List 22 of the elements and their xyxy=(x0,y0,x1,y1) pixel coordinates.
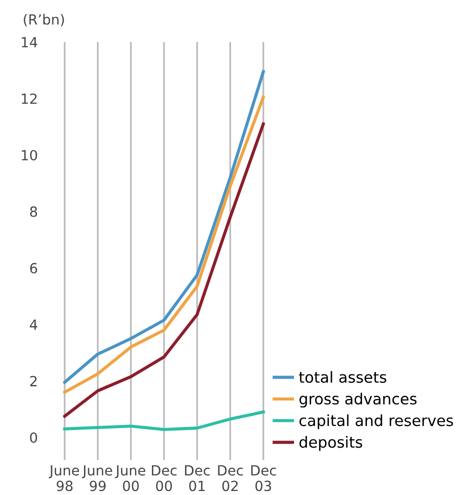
legend-label: capital and reserves xyxy=(299,414,453,430)
line-series xyxy=(63,410,265,432)
y-axis-title: (R’bn) xyxy=(24,14,64,26)
x-tick-label: Dec 00 xyxy=(152,465,177,492)
y-tick-label: 2 xyxy=(30,376,37,386)
x-tick-label: June 99 xyxy=(82,465,112,492)
x-tick-label: Dec 03 xyxy=(251,465,276,492)
legend-label: total assets xyxy=(299,371,386,383)
legend-label: gross advances xyxy=(299,392,417,408)
x-tick-label: Dec 01 xyxy=(185,465,210,492)
line-series xyxy=(63,122,265,418)
x-tick-label: June 00 xyxy=(115,465,146,492)
legend-label: deposits xyxy=(299,436,362,451)
y-tick-label: 10 xyxy=(22,150,38,160)
y-tick-label: 4 xyxy=(30,320,38,330)
y-tick-label: 0 xyxy=(30,432,38,443)
x-tick-label: Dec 02 xyxy=(218,465,243,492)
y-tick-label: 8 xyxy=(30,206,38,217)
y-tick-label: 14 xyxy=(22,37,38,48)
y-tick-label: 6 xyxy=(30,262,38,274)
x-tick-label: June 98 xyxy=(48,465,80,492)
y-tick-label: 12 xyxy=(22,93,37,104)
